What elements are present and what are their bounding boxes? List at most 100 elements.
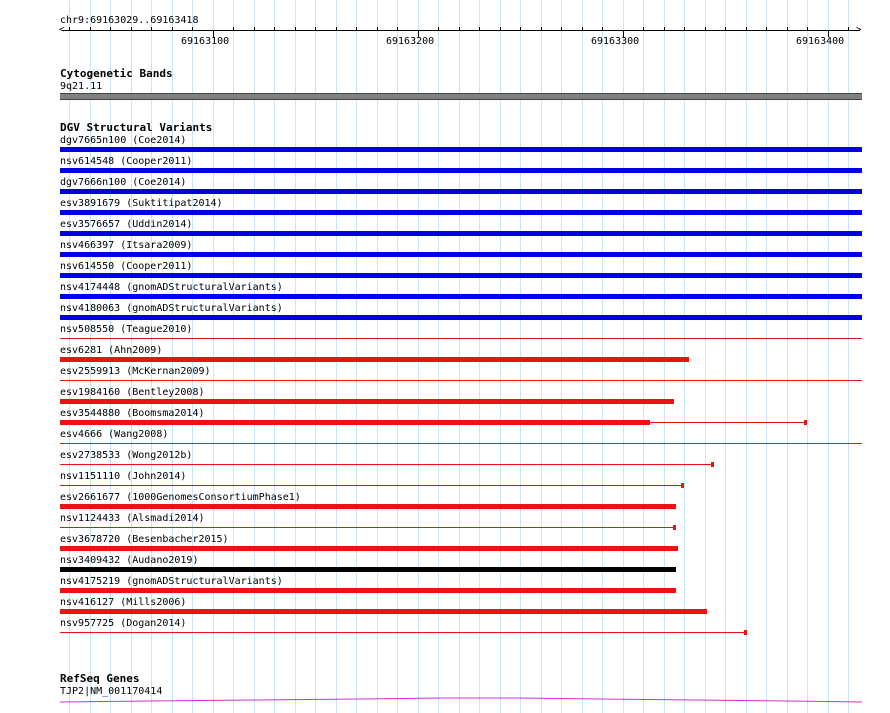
grid-line [213,0,214,713]
dgv-feature-label[interactable]: nsv957725 (Dogan2014) [60,618,187,629]
ruler-tick [766,27,767,31]
ruler-tick [192,27,193,31]
ruler-tick [397,27,398,31]
ruler-tick [664,27,665,31]
grid-line [520,0,521,713]
dgv-feature-bar[interactable] [60,252,862,257]
dgv-feature-bar[interactable] [60,315,862,320]
dgv-feature-bar[interactable] [60,380,862,381]
dgv-feature-label[interactable]: dgv7665n100 (Coe2014) [60,135,187,146]
dgv-feature-bar[interactable] [60,443,862,444]
dgv-feature-bar[interactable] [60,294,862,299]
grid-line [418,0,419,713]
grid-line [746,0,747,713]
dgv-feature-label[interactable]: nsv3409432 (Audano2019) [60,555,199,566]
ruler-tick [274,27,275,31]
dgv-feature-bar[interactable] [60,189,862,194]
dgv-feature-label[interactable]: nsv4180063 (gnomADStructuralVariants) [60,303,283,314]
grid-line [500,0,501,713]
dgv-feature-connector [650,422,806,423]
dgv-feature-bar[interactable] [60,588,676,593]
ruler-tick-label: 69163200 [386,36,435,47]
ruler-tick [520,27,521,31]
dgv-feature-label[interactable]: esv4666 (Wang2008) [60,429,169,440]
ruler-tick [110,27,111,31]
dgv-feature-bar[interactable] [60,632,746,633]
dgv-feature-label[interactable]: nsv4174448 (gnomADStructuralVariants) [60,282,283,293]
dgv-feature-endcap [711,462,714,467]
grid-line [90,0,91,713]
grid-line [705,0,706,713]
dgv-feature-label[interactable]: esv1984160 (Bentley2008) [60,387,205,398]
grid-line [541,0,542,713]
dgv-feature-bar[interactable] [60,338,862,339]
grid-line [725,0,726,713]
dgv-feature-label[interactable]: esv3576657 (Uddin2014) [60,219,193,230]
dgv-feature-label[interactable]: esv2559913 (McKernan2009) [60,366,211,377]
dgv-feature-label[interactable]: esv2738533 (Wong2012b) [60,450,193,461]
ruler-line [62,30,860,31]
refseq-gene-model[interactable] [60,694,862,706]
ruler-tick [684,27,685,31]
ruler-tick [787,27,788,31]
ruler-tick [848,27,849,31]
ruler-right-arrow-icon[interactable]: > [856,25,862,35]
grid-line [602,0,603,713]
grid-line [664,0,665,713]
ruler-left-arrow-icon[interactable]: < [59,25,65,35]
dgv-feature-label[interactable]: esv3544880 (Boomsma2014) [60,408,205,419]
dgv-feature-label[interactable]: esv3891679 (Suktitipat2014) [60,198,223,209]
ruler-tick [459,27,460,31]
dgv-feature-bar[interactable] [60,399,674,404]
grid-line [295,0,296,713]
dgv-feature-endcap [673,525,676,530]
grid-line [684,0,685,713]
dgv-feature-bar[interactable] [60,273,862,278]
dgv-feature-label[interactable]: esv6281 (Ahn2009) [60,345,163,356]
dgv-feature-bar[interactable] [60,168,862,173]
dgv-feature-bar[interactable] [60,231,862,236]
dgv-feature-bar[interactable] [60,609,707,614]
dgv-feature-label[interactable]: nsv466397 (Itsara2009) [60,240,193,251]
dgv-feature-bar[interactable] [60,527,675,528]
dgv-feature-bar[interactable] [60,210,862,215]
grid-line [479,0,480,713]
dgv-feature-label[interactable]: nsv614550 (Cooper2011) [60,261,193,272]
dgv-feature-bar[interactable] [60,464,713,465]
grid-line [582,0,583,713]
grid-line [336,0,337,713]
dgv-feature-bar[interactable] [60,546,678,551]
dgv-feature-bar[interactable] [60,420,650,425]
dgv-feature-label[interactable]: nsv614548 (Cooper2011) [60,156,193,167]
cytoband-label: 9q21.11 [60,81,103,92]
dgv-track-title[interactable]: DGV Structural Variants [60,121,213,134]
dgv-feature-bar[interactable] [60,147,862,152]
ruler-tick [315,27,316,31]
grid-line [274,0,275,713]
dgv-feature-endcap [744,630,747,635]
dgv-feature-label[interactable]: esv3678720 (Besenbacher2015) [60,534,229,545]
grid-line [766,0,767,713]
dgv-feature-label[interactable]: nsv416127 (Mills2006) [60,597,187,608]
ruler-tick [828,30,829,37]
dgv-feature-label[interactable]: nsv4175219 (gnomADStructuralVariants) [60,576,283,587]
dgv-feature-bar[interactable] [60,567,676,572]
ruler-tick [336,27,337,31]
cytoband-bar[interactable] [60,93,862,100]
refseq-gene-label: TJP2|NM_001170414 [60,686,163,697]
dgv-feature-label[interactable]: dgv7666n100 (Coe2014) [60,177,187,188]
dgv-feature-label[interactable]: nsv1151110 (John2014) [60,471,187,482]
dgv-feature-label[interactable]: nsv508550 (Teague2010) [60,324,193,335]
dgv-feature-bar[interactable] [60,485,683,486]
dgv-feature-label[interactable]: esv2661677 (1000GenomesConsortiumPhase1) [60,492,301,503]
dgv-feature-bar[interactable] [60,357,689,362]
grid-line [151,0,152,713]
cytoband-track-title[interactable]: Cytogenetic Bands [60,67,173,80]
grid-line [131,0,132,713]
grid-line [377,0,378,713]
dgv-feature-bar[interactable] [60,504,676,509]
refseq-track-title[interactable]: RefSeq Genes [60,672,140,685]
ruler-tick [377,27,378,31]
dgv-feature-label[interactable]: nsv1124433 (Alsmadi2014) [60,513,205,524]
